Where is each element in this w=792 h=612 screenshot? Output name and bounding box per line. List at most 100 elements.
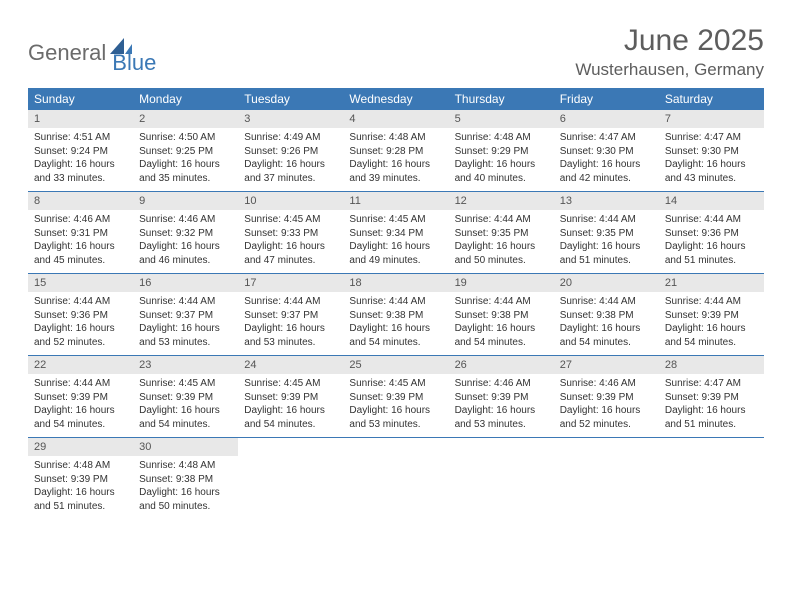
calendar-day-cell: 8Sunrise: 4:46 AMSunset: 9:31 PMDaylight… — [28, 192, 133, 274]
sunset-line: Sunset: 9:32 PM — [139, 227, 232, 241]
daylight-line: Daylight: 16 hours and 51 minutes. — [560, 240, 653, 267]
day-number: 7 — [659, 110, 764, 128]
day-number: 3 — [238, 110, 343, 128]
calendar-day-cell: 7Sunrise: 4:47 AMSunset: 9:30 PMDaylight… — [659, 110, 764, 192]
daylight-line: Daylight: 16 hours and 45 minutes. — [34, 240, 127, 267]
sunrise-line: Sunrise: 4:46 AM — [455, 377, 548, 391]
day-number: 4 — [343, 110, 448, 128]
day-number: 9 — [133, 192, 238, 210]
daylight-line: Daylight: 16 hours and 52 minutes. — [560, 404, 653, 431]
weekday-header: Monday — [133, 88, 238, 110]
day-body: Sunrise: 4:44 AMSunset: 9:38 PMDaylight:… — [449, 292, 554, 355]
sunset-line: Sunset: 9:39 PM — [665, 309, 758, 323]
sunset-line: Sunset: 9:31 PM — [34, 227, 127, 241]
sunset-line: Sunset: 9:26 PM — [244, 145, 337, 159]
daylight-line: Daylight: 16 hours and 54 minutes. — [139, 404, 232, 431]
sunset-line: Sunset: 9:33 PM — [244, 227, 337, 241]
daylight-line: Daylight: 16 hours and 37 minutes. — [244, 158, 337, 185]
daylight-line: Daylight: 16 hours and 47 minutes. — [244, 240, 337, 267]
day-body: Sunrise: 4:45 AMSunset: 9:39 PMDaylight:… — [133, 374, 238, 437]
calendar-day-cell: 30Sunrise: 4:48 AMSunset: 9:38 PMDayligh… — [133, 438, 238, 520]
header: General Blue June 2025 Wusterhausen, Ger… — [28, 24, 764, 80]
calendar-day-cell: 27Sunrise: 4:46 AMSunset: 9:39 PMDayligh… — [554, 356, 659, 438]
sunset-line: Sunset: 9:24 PM — [34, 145, 127, 159]
sunrise-line: Sunrise: 4:45 AM — [349, 213, 442, 227]
daylight-line: Daylight: 16 hours and 51 minutes. — [665, 404, 758, 431]
day-number: 28 — [659, 356, 764, 374]
sunset-line: Sunset: 9:39 PM — [139, 391, 232, 405]
daylight-line: Daylight: 16 hours and 35 minutes. — [139, 158, 232, 185]
sunset-line: Sunset: 9:39 PM — [34, 391, 127, 405]
sunrise-line: Sunrise: 4:48 AM — [455, 131, 548, 145]
sunset-line: Sunset: 9:28 PM — [349, 145, 442, 159]
weekday-header: Saturday — [659, 88, 764, 110]
day-body: Sunrise: 4:46 AMSunset: 9:39 PMDaylight:… — [449, 374, 554, 437]
calendar-day-cell: 9Sunrise: 4:46 AMSunset: 9:32 PMDaylight… — [133, 192, 238, 274]
calendar-day-cell: 4Sunrise: 4:48 AMSunset: 9:28 PMDaylight… — [343, 110, 448, 192]
sunrise-line: Sunrise: 4:44 AM — [34, 377, 127, 391]
day-body — [659, 444, 764, 500]
calendar-day-cell: 11Sunrise: 4:45 AMSunset: 9:34 PMDayligh… — [343, 192, 448, 274]
sunrise-line: Sunrise: 4:48 AM — [139, 459, 232, 473]
day-body — [449, 444, 554, 500]
calendar-day-cell: 1Sunrise: 4:51 AMSunset: 9:24 PMDaylight… — [28, 110, 133, 192]
calendar-week-row: 15Sunrise: 4:44 AMSunset: 9:36 PMDayligh… — [28, 274, 764, 356]
weekday-header: Thursday — [449, 88, 554, 110]
day-body: Sunrise: 4:45 AMSunset: 9:34 PMDaylight:… — [343, 210, 448, 273]
calendar-page: General Blue June 2025 Wusterhausen, Ger… — [0, 0, 792, 543]
calendar-day-cell: 23Sunrise: 4:45 AMSunset: 9:39 PMDayligh… — [133, 356, 238, 438]
calendar-day-cell: 19Sunrise: 4:44 AMSunset: 9:38 PMDayligh… — [449, 274, 554, 356]
calendar-day-cell: 10Sunrise: 4:45 AMSunset: 9:33 PMDayligh… — [238, 192, 343, 274]
weekday-header: Wednesday — [343, 88, 448, 110]
daylight-line: Daylight: 16 hours and 53 minutes. — [139, 322, 232, 349]
day-number: 23 — [133, 356, 238, 374]
sunset-line: Sunset: 9:39 PM — [349, 391, 442, 405]
daylight-line: Daylight: 16 hours and 54 minutes. — [349, 322, 442, 349]
day-body: Sunrise: 4:46 AMSunset: 9:31 PMDaylight:… — [28, 210, 133, 273]
sunrise-line: Sunrise: 4:45 AM — [244, 377, 337, 391]
sunrise-line: Sunrise: 4:47 AM — [665, 377, 758, 391]
weekday-header: Friday — [554, 88, 659, 110]
day-body: Sunrise: 4:44 AMSunset: 9:38 PMDaylight:… — [554, 292, 659, 355]
day-body: Sunrise: 4:47 AMSunset: 9:30 PMDaylight:… — [659, 128, 764, 191]
sunrise-line: Sunrise: 4:45 AM — [244, 213, 337, 227]
sunset-line: Sunset: 9:36 PM — [665, 227, 758, 241]
sunset-line: Sunset: 9:38 PM — [560, 309, 653, 323]
calendar-day-cell — [449, 438, 554, 520]
location-label: Wusterhausen, Germany — [575, 60, 764, 80]
calendar-body: 1Sunrise: 4:51 AMSunset: 9:24 PMDaylight… — [28, 110, 764, 519]
calendar-day-cell: 3Sunrise: 4:49 AMSunset: 9:26 PMDaylight… — [238, 110, 343, 192]
sunset-line: Sunset: 9:39 PM — [665, 391, 758, 405]
sunrise-line: Sunrise: 4:44 AM — [455, 295, 548, 309]
daylight-line: Daylight: 16 hours and 54 minutes. — [560, 322, 653, 349]
sunrise-line: Sunrise: 4:47 AM — [560, 131, 653, 145]
day-body: Sunrise: 4:44 AMSunset: 9:38 PMDaylight:… — [343, 292, 448, 355]
sunset-line: Sunset: 9:38 PM — [349, 309, 442, 323]
weekday-header: Sunday — [28, 88, 133, 110]
sunrise-line: Sunrise: 4:51 AM — [34, 131, 127, 145]
calendar-day-cell — [238, 438, 343, 520]
sunset-line: Sunset: 9:34 PM — [349, 227, 442, 241]
daylight-line: Daylight: 16 hours and 53 minutes. — [244, 322, 337, 349]
day-body: Sunrise: 4:46 AMSunset: 9:39 PMDaylight:… — [554, 374, 659, 437]
day-body: Sunrise: 4:47 AMSunset: 9:39 PMDaylight:… — [659, 374, 764, 437]
day-body: Sunrise: 4:45 AMSunset: 9:33 PMDaylight:… — [238, 210, 343, 273]
sunrise-line: Sunrise: 4:44 AM — [349, 295, 442, 309]
sunrise-line: Sunrise: 4:49 AM — [244, 131, 337, 145]
day-number: 24 — [238, 356, 343, 374]
daylight-line: Daylight: 16 hours and 51 minutes. — [665, 240, 758, 267]
sunrise-line: Sunrise: 4:48 AM — [34, 459, 127, 473]
calendar-day-cell: 25Sunrise: 4:45 AMSunset: 9:39 PMDayligh… — [343, 356, 448, 438]
day-body: Sunrise: 4:47 AMSunset: 9:30 PMDaylight:… — [554, 128, 659, 191]
sunset-line: Sunset: 9:30 PM — [560, 145, 653, 159]
sunrise-line: Sunrise: 4:44 AM — [455, 213, 548, 227]
sunset-line: Sunset: 9:30 PM — [665, 145, 758, 159]
calendar-week-row: 8Sunrise: 4:46 AMSunset: 9:31 PMDaylight… — [28, 192, 764, 274]
day-body: Sunrise: 4:49 AMSunset: 9:26 PMDaylight:… — [238, 128, 343, 191]
sunset-line: Sunset: 9:37 PM — [139, 309, 232, 323]
sunset-line: Sunset: 9:38 PM — [139, 473, 232, 487]
sunset-line: Sunset: 9:38 PM — [455, 309, 548, 323]
day-body: Sunrise: 4:48 AMSunset: 9:29 PMDaylight:… — [449, 128, 554, 191]
sunset-line: Sunset: 9:37 PM — [244, 309, 337, 323]
day-number: 16 — [133, 274, 238, 292]
